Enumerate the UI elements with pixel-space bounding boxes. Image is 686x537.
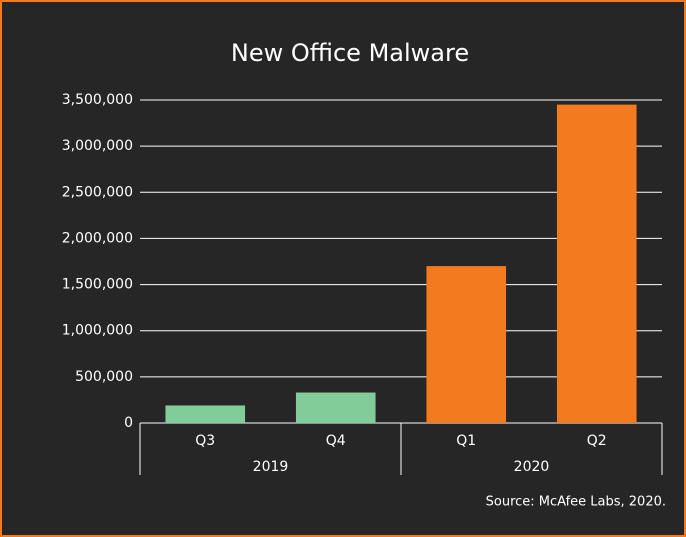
y-tick-label: 3,000,000: [62, 138, 133, 154]
x-tick-label: Q1: [456, 433, 476, 449]
bar: [165, 405, 246, 423]
y-tick-label: 1,000,000: [62, 323, 133, 339]
bar: [426, 266, 507, 423]
y-tick-label: 2,000,000: [62, 230, 133, 246]
y-tick-label: 0: [124, 415, 133, 431]
chart-title: New Office Malware: [231, 39, 469, 67]
y-tick-label: 3,500,000: [62, 92, 133, 108]
x-tick-label: Q2: [587, 433, 607, 449]
y-tick-label: 1,500,000: [62, 277, 133, 293]
bar: [556, 104, 637, 423]
y-tick-label: 2,500,000: [62, 184, 133, 200]
x-tick-label: Q4: [326, 433, 346, 449]
y-tick-label: 500,000: [75, 369, 133, 385]
group-label: 2019: [253, 459, 289, 475]
group-label: 2020: [514, 459, 550, 475]
x-tick-label: Q3: [195, 433, 215, 449]
bar: [295, 392, 376, 423]
source-note: Source: McAfee Labs, 2020.: [486, 495, 666, 510]
